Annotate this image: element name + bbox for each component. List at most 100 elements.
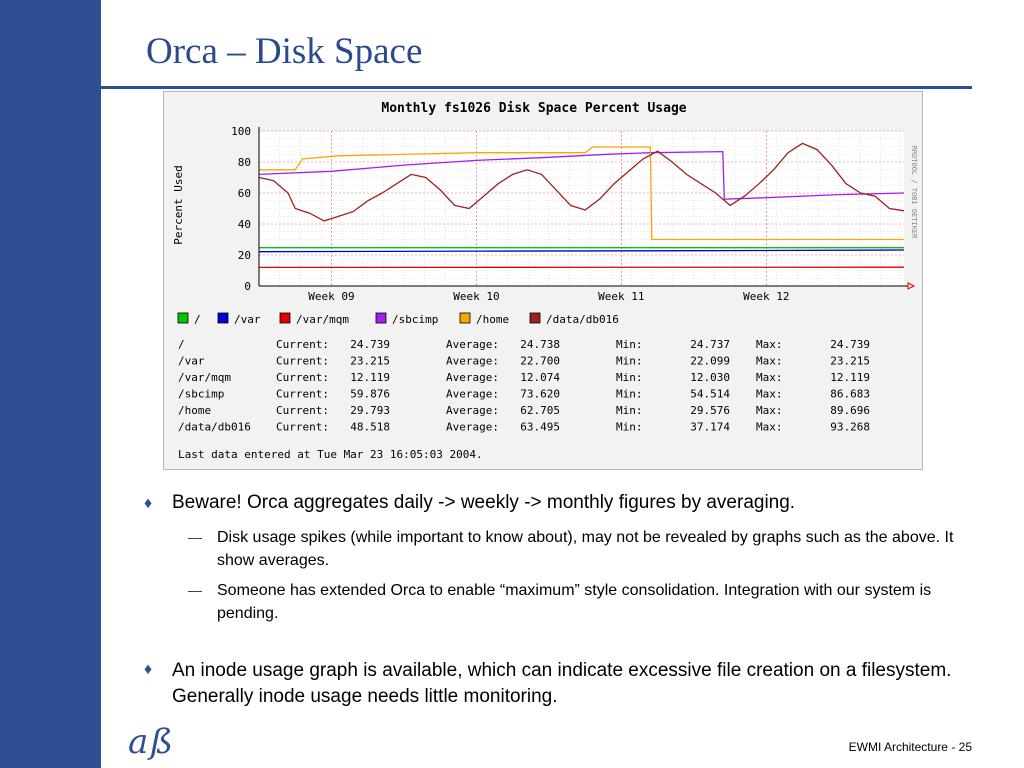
bullet-aggregation: Beware! Orca aggregates daily -> weekly … — [172, 492, 796, 513]
stats-label: Current: — [276, 421, 329, 434]
stats-label: Current: — [276, 371, 329, 384]
stats-label: Average: — [446, 338, 499, 351]
y-tick-label: 100 — [231, 125, 251, 138]
stats-max: 12.119 — [830, 371, 870, 384]
y-tick-labels: 0 20 40 60 80 100 — [231, 125, 251, 293]
stats-filesystem: /sbcimp — [178, 388, 224, 401]
stats-label: Min: — [616, 338, 643, 351]
slide-title: Orca – Disk Space — [146, 31, 423, 72]
stats-label: Min: — [616, 404, 643, 417]
diamond-bullet-icon: ♦ — [144, 495, 153, 512]
stats-current: 23.215 — [350, 355, 390, 368]
stats-label: Max: — [756, 355, 783, 368]
stats-label: Min: — [616, 421, 643, 434]
stats-min: 12.030 — [690, 371, 730, 384]
stats-current: 29.793 — [350, 404, 390, 417]
y-tick-label: 80 — [238, 156, 251, 169]
legend-label: / — [194, 313, 201, 326]
stats-label: Current: — [276, 404, 329, 417]
legend-label: /sbcimp — [392, 313, 438, 326]
stats-filesystem: /home — [178, 404, 211, 417]
stats-max: 24.739 — [830, 338, 870, 351]
logo: aß — [128, 722, 175, 762]
stats-filesystem: /data/db016 — [178, 421, 251, 434]
stats-current: 12.119 — [350, 371, 390, 384]
stats-label: Average: — [446, 404, 499, 417]
title-underline — [36, 86, 972, 89]
stats-current: 59.876 — [350, 388, 390, 401]
stats-label: Max: — [756, 404, 783, 417]
stats-min: 54.514 — [690, 388, 730, 401]
stats-label: Min: — [616, 371, 643, 384]
stats-label: Average: — [446, 371, 499, 384]
chart-legend: / /var/var/mqm/sbcimp/home/data/db016 — [177, 312, 619, 326]
stats-current: 24.739 — [350, 338, 390, 351]
y-tick-label: 20 — [238, 249, 251, 262]
y-tick-label: 40 — [238, 218, 251, 231]
stats-filesystem: / — [178, 338, 185, 351]
legend-label: /var — [234, 313, 261, 326]
stats-average: 62.705 — [520, 404, 560, 417]
legend-label: /data/db016 — [546, 313, 619, 326]
series-line — [258, 142, 905, 222]
legend-swatch — [279, 312, 291, 324]
stats-filesystem: /var/mqm — [178, 371, 231, 384]
sub-bullet-spikes: Disk usage spikes (while important to kn… — [217, 529, 954, 569]
stats-label: Average: — [446, 421, 499, 434]
stats-max: 93.268 — [830, 421, 870, 434]
stats-average: 24.738 — [520, 338, 560, 351]
bullet-inode: An inode usage graph is available, which… — [172, 660, 952, 707]
slide-footer: EWMI Architecture - 25 — [848, 740, 972, 754]
legend-swatch — [375, 312, 387, 324]
stats-current: 48.518 — [350, 421, 390, 434]
x-tick-label: Week 10 — [453, 290, 499, 303]
stats-min: 29.576 — [690, 404, 730, 417]
x-tick-label: Week 09 — [308, 290, 354, 303]
stats-max: 89.696 — [830, 404, 870, 417]
stats-min: 22.099 — [690, 355, 730, 368]
disk-usage-chart: Monthly fs1026 Disk Space Percent Usage … — [172, 101, 918, 461]
diamond-bullet-icon: ♦ — [144, 661, 153, 678]
x-tick-label: Week 11 — [598, 290, 644, 303]
legend-label: /home — [476, 313, 509, 326]
y-tick-label: 60 — [238, 187, 251, 200]
chart-axes — [258, 127, 916, 290]
stats-min: 37.174 — [690, 421, 730, 434]
stats-max: 86.683 — [830, 388, 870, 401]
y-tick-label: 0 — [244, 280, 251, 293]
stats-average: 22.700 — [520, 355, 560, 368]
chart-stats-table: / Current: 24.739 Average: 24.738 Min: 24.737 M… — [178, 338, 870, 434]
stats-label: Max: — [756, 388, 783, 401]
stats-label: Current: — [276, 355, 329, 368]
series-line — [258, 150, 905, 200]
stats-label: Average: — [446, 388, 499, 401]
x-axis-arrow-icon — [907, 282, 916, 290]
legend-label: /var/mqm — [296, 313, 349, 326]
stats-label: Current: — [276, 388, 329, 401]
stats-filesystem: /var — [178, 355, 205, 368]
stats-label: Max: — [756, 338, 783, 351]
chart-title: Monthly fs1026 Disk Space Percent Usage — [381, 101, 686, 116]
stats-average: 73.620 — [520, 388, 560, 401]
stats-max: 23.215 — [830, 355, 870, 368]
stats-label: Max: — [756, 371, 783, 384]
chart-series — [258, 142, 905, 269]
sidebar-band — [0, 0, 101, 768]
legend-swatch — [529, 312, 541, 324]
stats-label: Min: — [616, 355, 643, 368]
stats-min: 24.737 — [690, 338, 730, 351]
stats-label: Current: — [276, 338, 329, 351]
stats-average: 63.495 — [520, 421, 560, 434]
x-tick-label: Week 12 — [743, 290, 789, 303]
series-line — [258, 249, 905, 253]
side-credit-label: RRDTOOL / TOBI OETIKER — [910, 146, 918, 240]
x-tick-labels: Week 09 Week 10 Week 11 Week 12 — [308, 290, 789, 303]
dash-bullet-icon: — — [188, 529, 202, 545]
legend-swatch — [177, 312, 189, 324]
sub-bullet-maximum: Someone has extended Orca to enable “max… — [217, 582, 932, 622]
stats-label: Average: — [446, 355, 499, 368]
legend-swatch — [459, 312, 471, 324]
dash-bullet-icon: — — [188, 582, 202, 598]
stats-label: Max: — [756, 421, 783, 434]
stats-label: Min: — [616, 388, 643, 401]
